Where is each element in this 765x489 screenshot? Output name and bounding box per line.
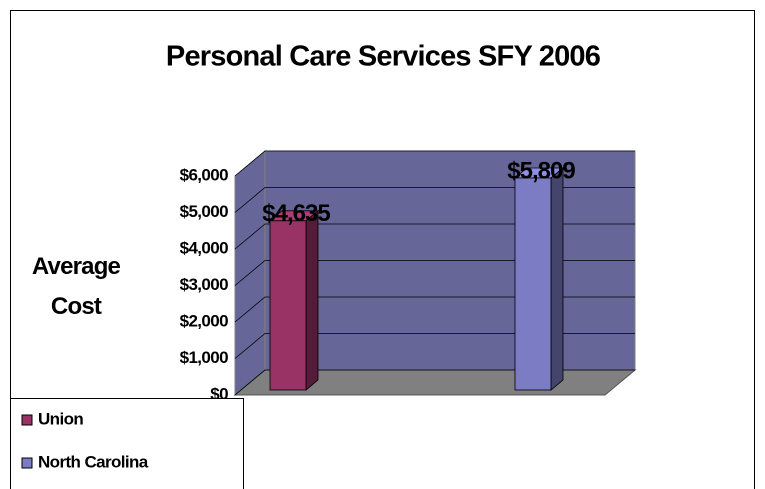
y-tick-label: $6,000 xyxy=(180,165,229,184)
grid-line xyxy=(234,333,635,359)
y-tick-label: $5,000 xyxy=(180,202,229,221)
y-tick-label: $2,000 xyxy=(180,311,229,330)
legend-label: North Carolina xyxy=(38,452,149,471)
y-tick-label: $4,000 xyxy=(180,238,229,257)
y-tick-label: $3,000 xyxy=(180,275,229,294)
bar xyxy=(269,220,307,391)
legend-label: Union xyxy=(38,409,83,428)
chart-title: Personal Care Services SFY 2006 xyxy=(166,41,601,73)
legend-swatch xyxy=(21,457,33,469)
data-label: $4,635 xyxy=(262,200,330,227)
grid-line xyxy=(234,223,635,250)
bar-side xyxy=(305,209,319,391)
grid-line xyxy=(234,260,635,286)
legend xyxy=(10,398,244,489)
legend-swatch xyxy=(21,414,33,426)
y-tick-label: $1,000 xyxy=(180,348,229,367)
grid-line xyxy=(234,369,635,396)
grid-line xyxy=(234,187,635,213)
y-axis-label: Average Cost xyxy=(31,253,121,320)
grid-line xyxy=(234,150,635,177)
grid-line xyxy=(234,296,635,323)
data-label: $5,809 xyxy=(507,157,575,184)
bar xyxy=(514,177,552,391)
bar-side xyxy=(550,167,564,391)
